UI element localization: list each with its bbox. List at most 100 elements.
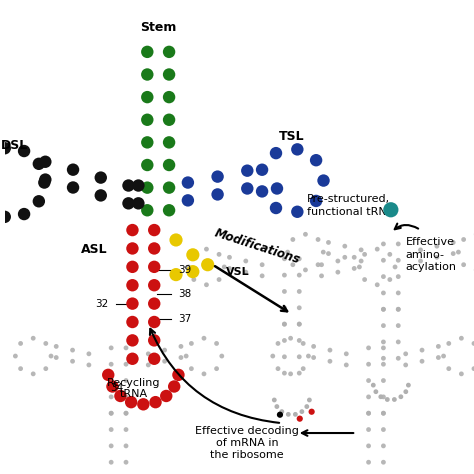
Point — [380, 393, 387, 401]
Point — [361, 251, 368, 258]
Point — [150, 318, 158, 326]
Point — [295, 304, 303, 311]
Point — [295, 369, 303, 377]
Point — [218, 352, 226, 360]
Point — [258, 188, 266, 195]
Point — [365, 410, 373, 417]
Point — [42, 365, 50, 373]
Point — [165, 138, 173, 146]
Point — [20, 210, 28, 218]
Point — [152, 398, 159, 406]
Point — [295, 337, 303, 344]
Point — [380, 289, 387, 297]
Point — [42, 340, 50, 347]
Point — [312, 156, 320, 164]
Point — [184, 179, 191, 186]
Point — [325, 238, 332, 246]
Text: 39: 39 — [178, 264, 191, 274]
Point — [122, 344, 130, 352]
Point — [380, 442, 387, 450]
Point — [326, 357, 334, 365]
Point — [298, 408, 306, 415]
Point — [109, 383, 116, 390]
Point — [200, 370, 208, 378]
Point — [17, 340, 24, 347]
Point — [380, 344, 387, 352]
Point — [310, 354, 318, 361]
Point — [361, 276, 368, 283]
Point — [380, 360, 387, 368]
Point — [272, 149, 280, 157]
Point — [365, 442, 373, 450]
Point — [214, 173, 221, 181]
Point — [177, 354, 185, 361]
Point — [122, 442, 130, 450]
Point — [417, 246, 424, 254]
Point — [289, 261, 297, 268]
Point — [150, 337, 158, 344]
Point — [214, 191, 221, 198]
Point — [11, 352, 19, 360]
Point — [108, 393, 115, 401]
Point — [303, 403, 310, 410]
Point — [394, 305, 402, 313]
Point — [365, 360, 373, 368]
Point — [314, 236, 322, 243]
Point — [394, 305, 402, 313]
Point — [380, 458, 387, 466]
Point — [365, 426, 373, 433]
Point — [128, 300, 136, 308]
Point — [295, 255, 303, 263]
Point — [341, 242, 348, 250]
Point — [295, 320, 303, 328]
Point — [220, 263, 228, 271]
Point — [41, 179, 48, 186]
Point — [440, 352, 447, 360]
Point — [281, 288, 288, 295]
Point — [204, 261, 211, 268]
Point — [365, 410, 373, 417]
Text: TSL: TSL — [279, 129, 305, 143]
Point — [402, 388, 410, 395]
Point — [391, 263, 399, 271]
Point — [165, 184, 173, 191]
Point — [281, 320, 288, 328]
Point — [108, 377, 115, 384]
Point — [460, 236, 467, 243]
Point — [301, 266, 309, 273]
Text: 38: 38 — [178, 290, 191, 300]
Text: 34: 34 — [110, 383, 124, 393]
Point — [189, 268, 197, 275]
Point — [319, 248, 327, 256]
Point — [69, 166, 77, 173]
Point — [281, 255, 288, 263]
Point — [310, 343, 318, 350]
Point — [334, 257, 342, 265]
Point — [365, 377, 373, 384]
Point — [295, 353, 303, 361]
Point — [122, 458, 130, 466]
Text: ASL: ASL — [81, 243, 107, 256]
Point — [435, 354, 442, 361]
Point — [380, 273, 387, 281]
Point — [370, 382, 377, 389]
Point — [274, 340, 282, 347]
Point — [295, 320, 303, 328]
Point — [380, 338, 387, 346]
Point — [53, 343, 60, 350]
Point — [35, 160, 43, 168]
Point — [417, 257, 424, 265]
Point — [394, 289, 402, 297]
Point — [318, 261, 325, 268]
Point — [473, 266, 474, 273]
Point — [380, 305, 387, 313]
Point — [394, 322, 402, 329]
Point — [394, 273, 402, 281]
Point — [122, 426, 130, 433]
Point — [418, 346, 426, 354]
Point — [165, 48, 173, 55]
Point — [394, 355, 402, 362]
Point — [394, 240, 402, 248]
Point — [470, 340, 474, 347]
Point — [190, 251, 198, 258]
